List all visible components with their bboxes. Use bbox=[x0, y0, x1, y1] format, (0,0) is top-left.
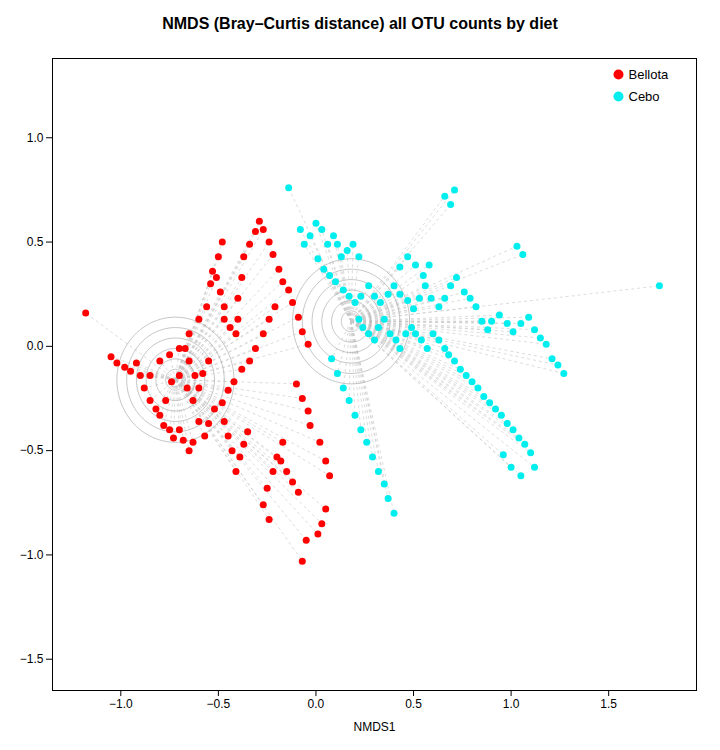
svg-text:−1.0: −1.0 bbox=[109, 697, 133, 711]
svg-text:0.0: 0.0 bbox=[308, 697, 325, 711]
svg-text:1.5: 1.5 bbox=[600, 697, 617, 711]
svg-text:−0.5: −0.5 bbox=[20, 443, 44, 457]
svg-text:0.0: 0.0 bbox=[27, 339, 44, 353]
svg-text:0.5: 0.5 bbox=[405, 697, 422, 711]
svg-text:Bellota: Bellota bbox=[629, 67, 670, 82]
svg-text:−0.5: −0.5 bbox=[207, 697, 231, 711]
html-text:NMDS (Bray–Curtis distance) al: NMDS (Bray–Curtis distance) all OTU coun… bbox=[162, 15, 558, 32]
svg-text:1.0: 1.0 bbox=[27, 131, 44, 145]
svg-text:Cebo: Cebo bbox=[629, 89, 660, 104]
svg-text:−1.0: −1.0 bbox=[20, 548, 44, 562]
svg-text:1.0: 1.0 bbox=[503, 697, 520, 711]
svg-text:0.5: 0.5 bbox=[27, 235, 44, 249]
svg-text:−1.5: −1.5 bbox=[20, 652, 44, 666]
svg-text:NMDS1: NMDS1 bbox=[353, 720, 395, 734]
